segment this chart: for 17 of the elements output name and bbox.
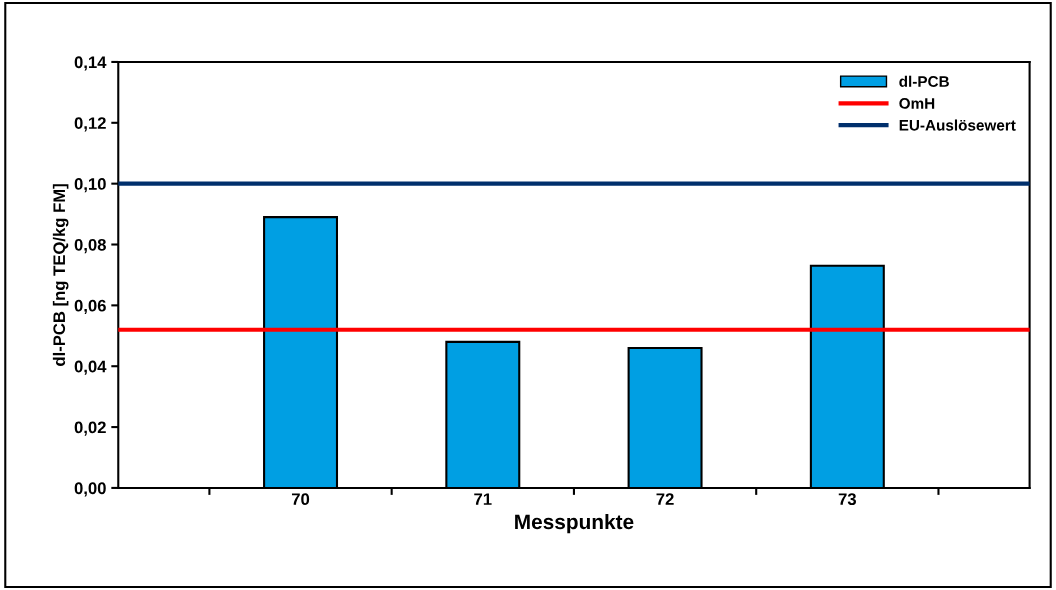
legend-label: EU-Auslösewert bbox=[899, 119, 1016, 131]
y-tick-label: 0,04 bbox=[74, 360, 107, 375]
legend-label: dl-PCB bbox=[899, 75, 949, 87]
y-tick-label: 0,06 bbox=[74, 299, 106, 314]
x-tick-label: 70 bbox=[291, 493, 310, 506]
y-tick-label: 0,14 bbox=[74, 56, 107, 71]
x-tick-label: 71 bbox=[474, 493, 492, 505]
legend-label: OmH bbox=[899, 97, 935, 109]
y-tick-label: 0,10 bbox=[74, 178, 106, 193]
y-axis-title: dl-PCB [ng TEQ/kg FM] bbox=[52, 184, 69, 366]
x-axis-title: Messpunkte bbox=[515, 513, 634, 534]
x-tick-label: 72 bbox=[656, 493, 674, 505]
y-tick-label: 0,00 bbox=[74, 482, 106, 497]
y-tick-label: 0,08 bbox=[74, 238, 106, 254]
x-tick-label: 73 bbox=[838, 493, 856, 506]
y-tick-label: 0,02 bbox=[74, 421, 106, 436]
y-tick-label: 0,12 bbox=[74, 117, 106, 132]
